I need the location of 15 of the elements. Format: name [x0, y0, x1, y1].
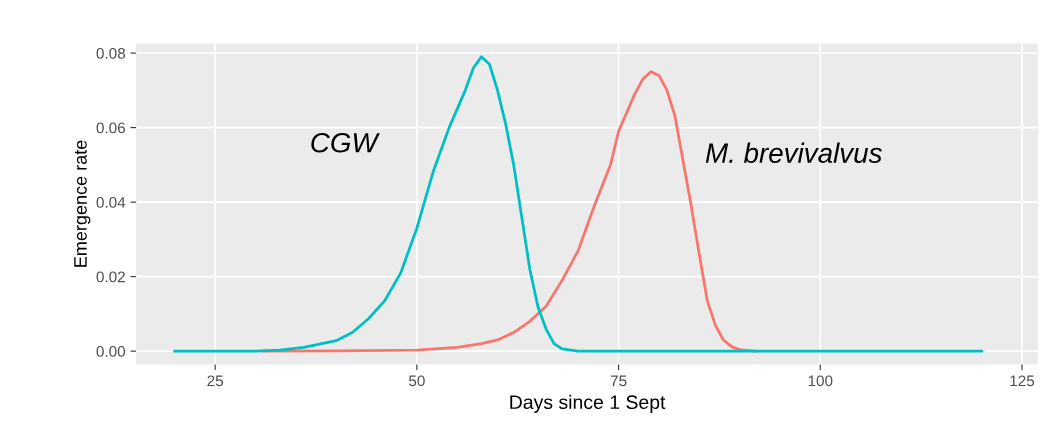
y-tick-label: 0.08 [96, 47, 126, 59]
y-tick-label: 0.06 [96, 122, 126, 134]
x-tick-label: 25 [207, 375, 224, 387]
y-tick-label: 0.00 [96, 346, 126, 357]
x-tick-label: 75 [610, 375, 627, 387]
text: CGW [311, 132, 380, 153]
line-series [173, 55, 984, 353]
y-axis-title: Emergence rate [74, 140, 91, 267]
x-tick-label: 50 [408, 375, 425, 387]
y-tick-label: 0.04 [96, 196, 126, 208]
y-tick-label: 0.02 [96, 271, 125, 283]
series-label: M. brevivalvus [705, 142, 882, 163]
x-tick-label: 100 [808, 375, 833, 387]
x-axis-title: Days since 1 Sept [510, 394, 666, 413]
x-tick-label: 125 [1010, 375, 1035, 387]
